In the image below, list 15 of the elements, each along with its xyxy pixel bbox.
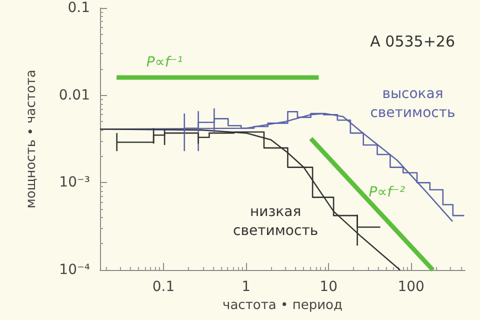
x-tick-label: 0.1 (152, 279, 175, 295)
x-tick-label: 1 (242, 279, 250, 295)
series-label: P∝f⁻¹ (146, 54, 183, 71)
y-tick-label: 0.01 (58, 87, 90, 104)
x-tick-label: 100 (398, 279, 424, 295)
x-tick-label: 10 (320, 279, 338, 295)
y-tick-label: 10⁻³ (59, 174, 90, 191)
series-label: P∝f⁻² (368, 184, 406, 200)
y-tick-label: 10⁻⁴ (59, 262, 90, 278)
annotation: A 0535+26 (370, 32, 455, 50)
y-tick-label: 0.1 (68, 0, 90, 16)
series-label: высокая светимость (370, 86, 456, 122)
x-axis-title: частота • период (222, 298, 342, 313)
series-label: низкая светимость (233, 204, 318, 239)
y-axis-title: мощность • частота (24, 70, 39, 208)
